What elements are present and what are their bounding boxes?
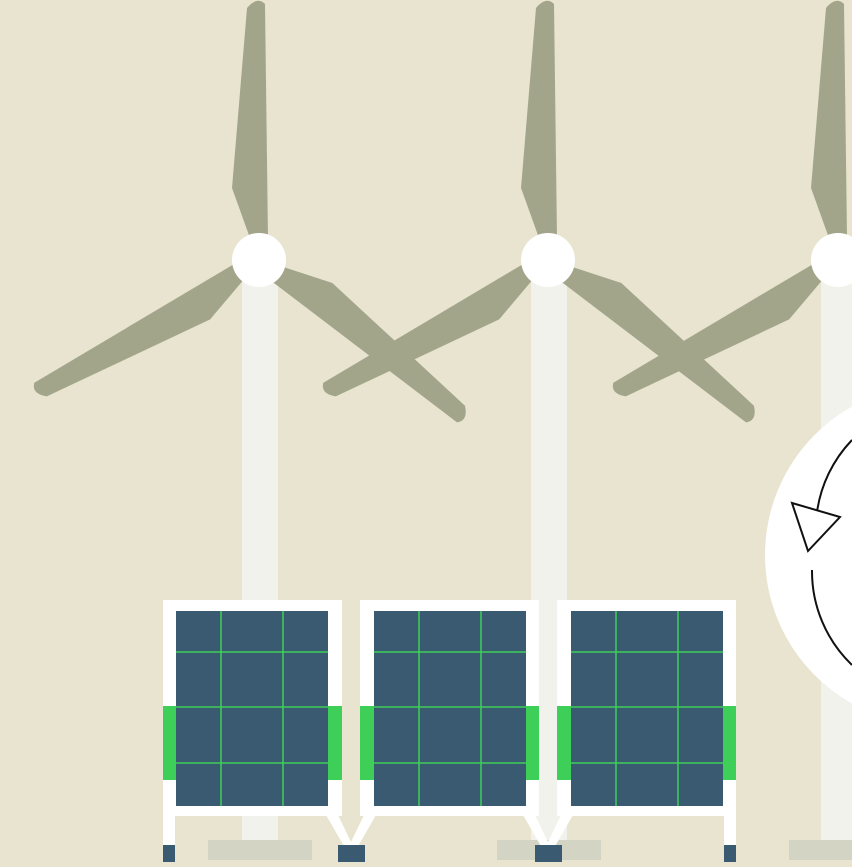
rotor [609, 0, 852, 427]
rotor [30, 0, 480, 427]
pad [208, 840, 312, 860]
pad [789, 840, 852, 860]
rotor [319, 0, 769, 427]
panel-feet [163, 845, 736, 862]
solar-panel [163, 600, 342, 816]
solar-panel [557, 600, 736, 816]
cycle-icon [765, 406, 852, 704]
solar-panel [360, 600, 539, 816]
solar-panels [163, 600, 736, 862]
